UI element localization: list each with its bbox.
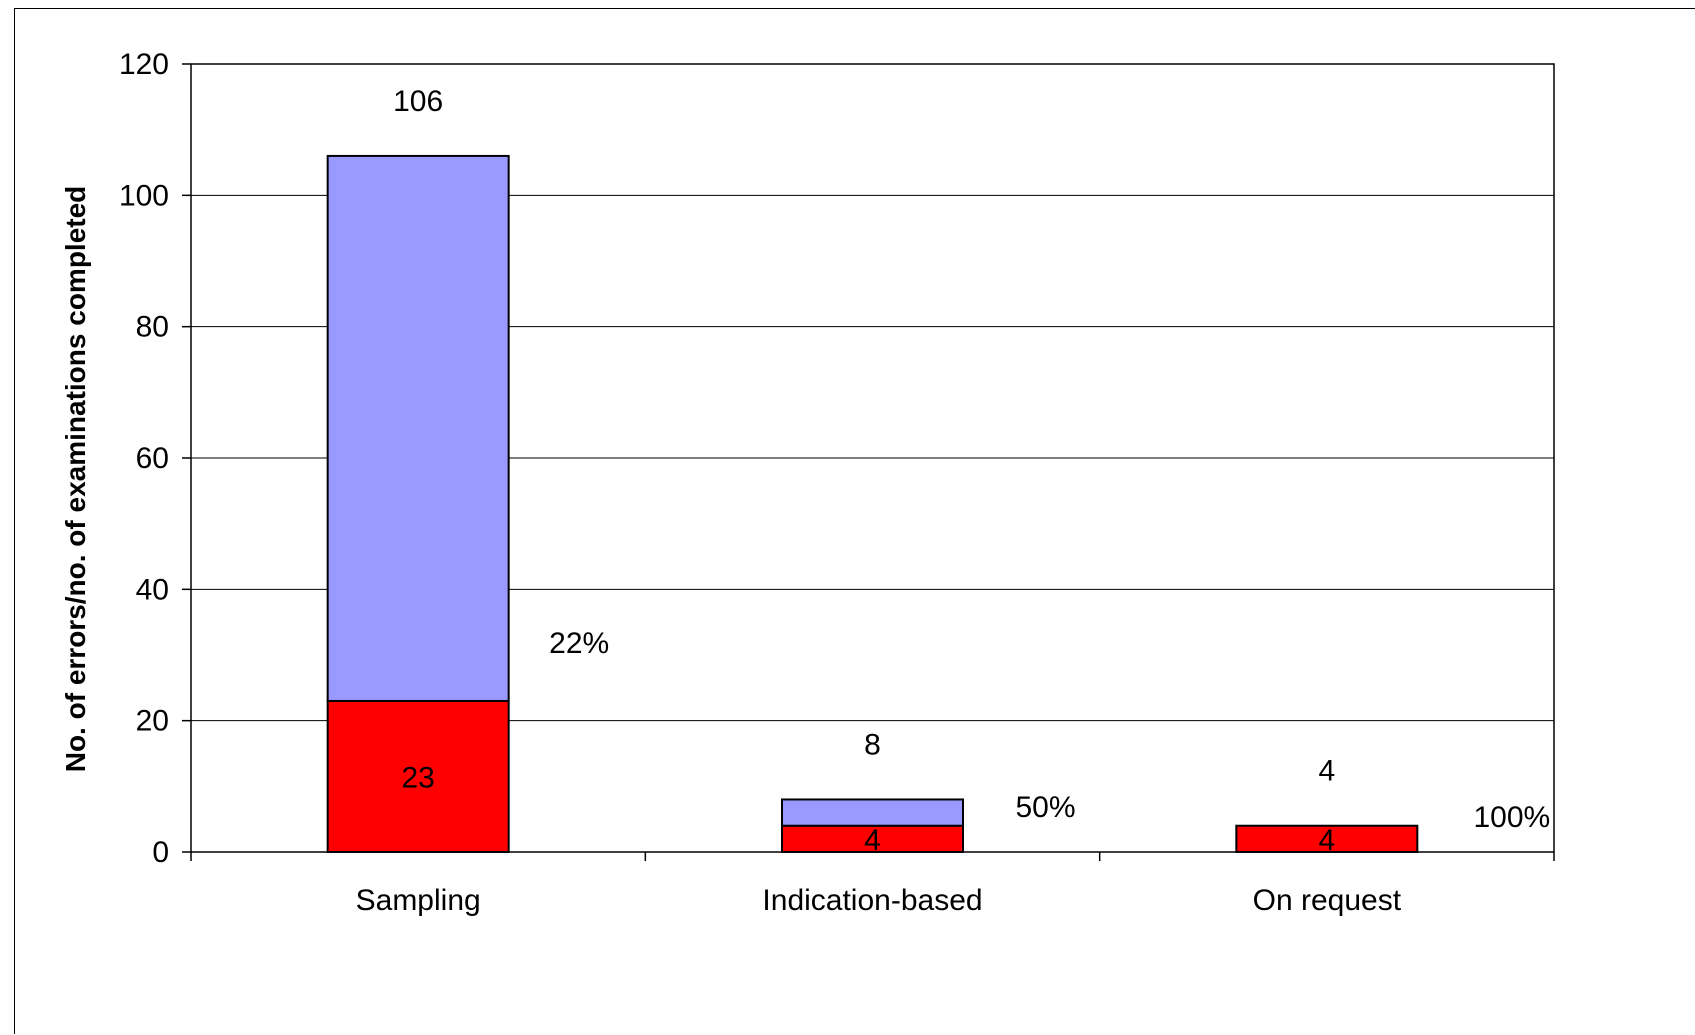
x-tick-label: Indication-based: [762, 884, 982, 917]
inner-value-label: 4: [1318, 824, 1335, 857]
y-tick-label: 0: [152, 836, 169, 869]
y-tick-label: 80: [136, 311, 169, 344]
y-tick-label: 120: [119, 48, 169, 81]
y-tick-label: 100: [119, 179, 169, 212]
bar-segment-1-sampling: [326, 154, 510, 702]
percent-label: 22%: [549, 627, 609, 660]
x-tick-label: Sampling: [356, 884, 481, 917]
total-label: 8: [864, 728, 881, 761]
bar-segment-0-indication-based: [781, 824, 964, 854]
percent-label: 100%: [1473, 801, 1550, 834]
percent-label: 50%: [1015, 791, 1075, 824]
y-axis-title: No. of errors/no. of examinations comple…: [60, 186, 91, 773]
total-label: 4: [1318, 755, 1335, 788]
chart-frame: 0 20 40 60 80 100 120 Sampling 106 23 Indication-b…: [14, 8, 1695, 1034]
inner-value-label: 23: [401, 761, 434, 794]
bar-segment-1-indication-based: [781, 798, 964, 827]
bar-chart: 0 20 40 60 80 100 120 Sampling 106 23 Indication-b…: [60, 48, 1555, 917]
axes: [182, 63, 1555, 861]
x-tick-label: On request: [1253, 884, 1402, 917]
bar-segment-0-on-request: [1235, 824, 1419, 854]
labels: 0 20 40 60 80 100 120 Sampling 106 23 Indication-b…: [119, 48, 1550, 917]
bars: [326, 154, 1419, 854]
inner-value-label: 4: [864, 824, 881, 857]
total-label: 106: [393, 85, 443, 118]
plot-area-border: [190, 63, 1555, 853]
y-tick-label: 60: [136, 442, 169, 475]
y-tick-label: 40: [136, 573, 169, 606]
y-tick-label: 20: [136, 705, 169, 738]
